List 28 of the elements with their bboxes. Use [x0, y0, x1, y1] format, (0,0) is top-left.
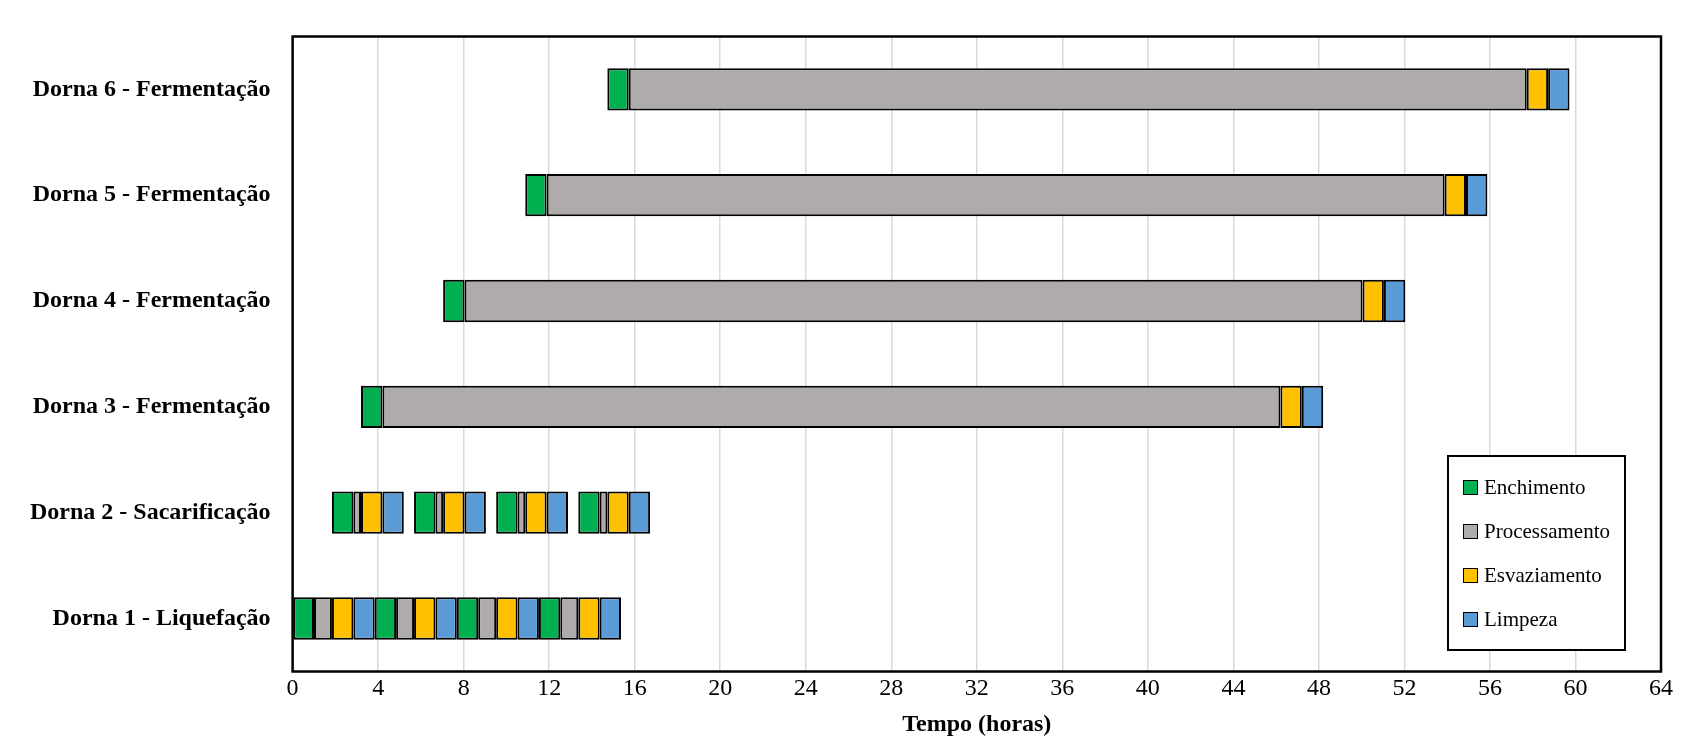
legend-label: Processamento — [1484, 518, 1610, 544]
x-tick-label: 52 — [1392, 674, 1417, 701]
legend-label: Esvaziamento — [1484, 562, 1602, 588]
x-tick-label: 44 — [1221, 674, 1246, 701]
x-tick-label: 16 — [622, 674, 647, 701]
legend-label: Enchimento — [1484, 474, 1586, 500]
x-tick-label: 20 — [708, 674, 733, 701]
y-tick-label: Dorna 5 - Fermentação — [32, 180, 271, 207]
y-tick-label: Dorna 3 - Fermentação — [32, 392, 271, 419]
x-tick-label: 48 — [1306, 674, 1331, 701]
x-tick-label: 24 — [793, 674, 818, 701]
x-tick-label: 40 — [1135, 674, 1160, 701]
x-tick-label: 28 — [879, 674, 904, 701]
x-tick-label: 12 — [537, 674, 562, 701]
y-tick-label: Dorna 2 - Sacarificação — [30, 497, 271, 524]
y-tick-label: Dorna 1 - Liquefação — [52, 603, 271, 630]
x-axis-title: Tempo (horas) — [902, 709, 1052, 736]
x-tick-label: 8 — [457, 674, 470, 701]
x-tick-label: 36 — [1050, 674, 1075, 701]
x-tick-label: 0 — [286, 674, 299, 701]
legend-label: Limpeza — [1484, 606, 1558, 632]
x-tick-label: 4 — [372, 674, 385, 701]
x-tick-label: 56 — [1477, 674, 1502, 701]
y-tick-label: Dorna 6 - Fermentação — [32, 74, 271, 101]
y-tick-label: Dorna 4 - Fermentação — [32, 286, 271, 313]
x-tick-label: 64 — [1649, 674, 1673, 701]
x-tick-label: 60 — [1563, 674, 1588, 701]
x-tick-label: 32 — [964, 674, 989, 701]
